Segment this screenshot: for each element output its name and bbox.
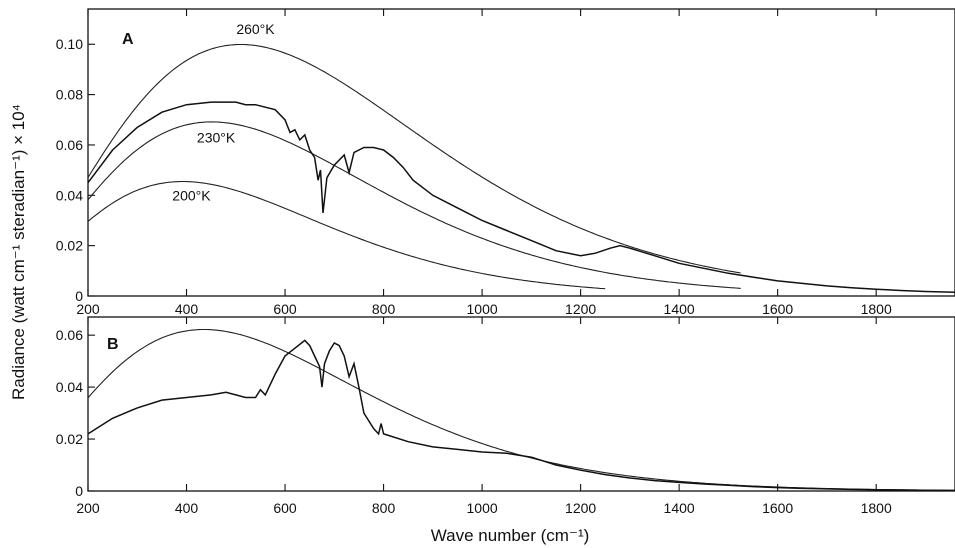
x-axis-title: Wave number (cm⁻¹) (431, 526, 590, 545)
y-tick-label: 0.04 (56, 379, 83, 395)
reference-curve-200k (87, 180, 606, 290)
x-tick-label: 1000 (467, 500, 498, 516)
x-tick-label: 400 (175, 500, 199, 516)
y-tick-label: 0.02 (56, 431, 83, 447)
panel-a-frame (87, 8, 955, 297)
curve-label-260k: 260°K (236, 21, 275, 37)
reference-curve-230k (87, 121, 741, 289)
y-tick-label: 0.06 (56, 327, 83, 343)
x-tick-label: 1600 (762, 301, 793, 317)
reference-curve-260k (87, 43, 741, 274)
panel-a-reference-curves: 260°K 230°K 200°K (87, 21, 741, 290)
y-tick-label: 0.02 (56, 238, 83, 254)
panel-a: 200 400 600 800 1000 1200 1400 1600 1800 0 0.02 0.0… (56, 8, 955, 317)
x-tick-label: 1200 (565, 500, 596, 516)
y-axis-title: Radiance (watt cm⁻¹ steradian⁻¹) × 10⁴ (9, 104, 28, 400)
x-tick-label: 1200 (565, 301, 596, 317)
reference-curve-222k (87, 328, 955, 491)
panel-b: 200 400 600 800 1000 1200 1400 1600 1800 0 0.02 0.0… (56, 316, 955, 516)
x-tick-label: 800 (372, 500, 396, 516)
panel-b-label: B (107, 336, 119, 353)
panel-b-frame (87, 316, 955, 492)
panel-a-ticks: 200 400 600 800 1000 1200 1400 1600 1800 0 0.02 0.0… (56, 9, 892, 317)
x-tick-label: 1400 (664, 500, 695, 516)
panel-b-ticks: 200 400 600 800 1000 1200 1400 1600 1800 0 0.02 0.0… (56, 317, 892, 516)
x-tick-label: 1400 (664, 301, 695, 317)
curve-label-230k: 230°K (197, 129, 236, 145)
y-tick-label: 0 (75, 288, 83, 304)
x-tick-label: 1800 (861, 500, 892, 516)
x-tick-label: 800 (372, 301, 396, 317)
panel-a-measured-spectrum (87, 101, 955, 293)
x-tick-label: 1600 (762, 500, 793, 516)
x-tick-label: 600 (273, 500, 297, 516)
x-tick-label: 400 (175, 301, 199, 317)
x-tick-label: 600 (273, 301, 297, 317)
x-tick-label: 200 (76, 301, 100, 317)
y-tick-label: 0.06 (56, 137, 83, 153)
curve-label-200k: 200°K (172, 187, 211, 203)
x-tick-label: 1800 (861, 301, 892, 317)
panel-a-label: A (122, 31, 134, 48)
x-tick-label: 200 (76, 500, 100, 516)
y-tick-label: 0.04 (56, 187, 83, 203)
y-tick-label: 0.10 (56, 36, 83, 52)
panel-b-reference-curves (87, 328, 955, 491)
y-tick-label: 0 (75, 483, 83, 499)
panel-b-measured-spectrum (87, 339, 955, 492)
x-tick-label: 1000 (467, 301, 498, 317)
y-tick-label: 0.08 (56, 87, 83, 103)
